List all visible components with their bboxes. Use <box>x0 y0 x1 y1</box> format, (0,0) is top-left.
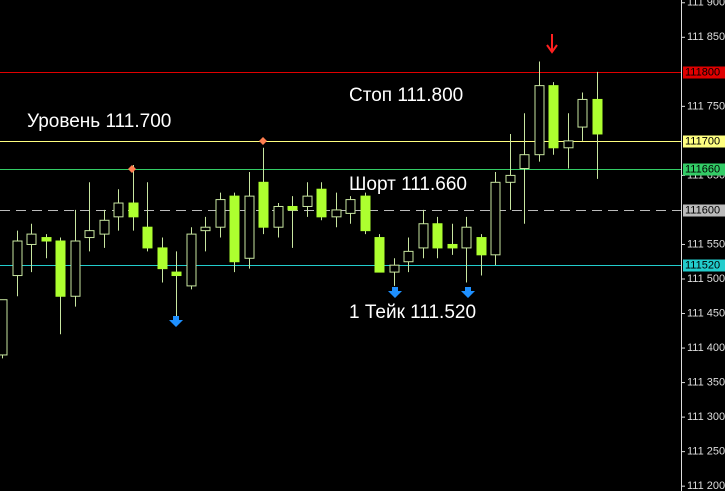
candle-body <box>244 195 255 259</box>
candle-body <box>26 233 37 245</box>
candle-body <box>447 243 458 249</box>
candle-body <box>200 226 211 232</box>
y-tick-label: 111 900 <box>687 0 725 9</box>
candle-body <box>12 240 23 277</box>
level-label: 111520 <box>685 259 720 271</box>
y-tick-label: 111 850 <box>687 31 725 43</box>
candle-body <box>171 271 182 277</box>
candle-body <box>563 140 574 149</box>
candle-body <box>157 247 168 270</box>
plot <box>0 61 681 359</box>
candle-body <box>0 299 8 356</box>
y-tick-label: 111 550 <box>687 238 725 250</box>
level-label: 111600 <box>685 204 720 216</box>
candle-body <box>84 230 95 239</box>
candle-body <box>215 199 226 228</box>
level-box <box>683 66 725 79</box>
candle-body <box>287 205 298 211</box>
candle-body <box>403 250 414 263</box>
y-tick-label: 111 400 <box>687 342 725 354</box>
y-tick-label: 111 200 <box>687 480 725 491</box>
candle-body <box>505 174 516 183</box>
blue-arrow <box>388 287 402 298</box>
candle-body <box>273 205 284 228</box>
candle-body <box>490 181 501 256</box>
orange-marker <box>128 165 136 173</box>
candle-body <box>113 202 124 218</box>
candle-body <box>461 226 472 249</box>
blue-arrow <box>461 287 475 298</box>
candle-body <box>534 85 545 156</box>
y-tick-label: 111 450 <box>687 307 725 319</box>
candle-body <box>142 226 153 249</box>
candle-body <box>432 223 443 249</box>
candle-body <box>331 209 342 218</box>
stop-annotation: Стоп 111.800 <box>349 85 463 106</box>
candle-body <box>389 264 400 273</box>
signal-arrows <box>128 34 558 327</box>
take-annotation: 1 Тейк 111.520 <box>349 302 476 323</box>
level-box <box>683 259 725 272</box>
candle-body <box>41 237 52 242</box>
y-tick-label: 111 750 <box>687 100 725 112</box>
candle-body <box>55 240 66 297</box>
blue-arrow <box>169 316 183 327</box>
orange-marker <box>259 137 267 145</box>
short-annotation: Шорт 111.660 <box>349 174 467 195</box>
candle-body <box>548 85 559 149</box>
red-arrow <box>546 34 558 54</box>
candle-body <box>345 199 356 214</box>
y-tick-label: 111 350 <box>687 376 725 388</box>
candle-body <box>258 181 269 228</box>
level-label: 111660 <box>685 163 720 175</box>
y-tick-label: 111 300 <box>687 411 725 423</box>
level-label: 111700 <box>685 135 720 147</box>
candle-body <box>99 219 110 235</box>
candle-body <box>418 223 429 249</box>
level-label: 111800 <box>685 66 720 78</box>
level-box <box>683 204 725 217</box>
candle-body <box>476 237 487 256</box>
candle-body <box>577 98 588 128</box>
candle-body <box>519 154 530 170</box>
candle-body <box>592 98 603 135</box>
level-box <box>683 135 725 148</box>
candle-body <box>186 233 197 287</box>
candle-body <box>374 237 385 273</box>
y-tick-label: 111 250 <box>687 446 725 458</box>
y-tick-label: 111 500 <box>687 273 725 285</box>
candle-body <box>302 195 313 207</box>
level-annotation: Уровень 111.700 <box>27 111 171 132</box>
candle-body <box>360 195 371 232</box>
candle-body <box>229 195 240 263</box>
candle-body <box>316 188 327 218</box>
candle-body <box>70 240 81 297</box>
candle-body <box>128 202 139 218</box>
level-box <box>683 163 725 176</box>
